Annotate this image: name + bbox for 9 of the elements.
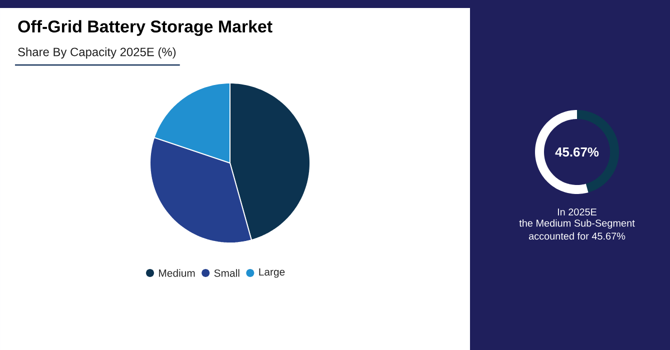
legend-label: Large [259,268,285,278]
text: accounted for 45.67% [528,232,626,240]
text: 45.67% [555,147,599,157]
legend-label: Small [214,269,240,277]
text: In 2025E [558,208,597,216]
text: the Medium Sub-Segment [519,219,635,229]
chart-subtitle: Share By Capacity 2025E (%) [18,47,176,59]
legend-label: Medium [159,269,195,277]
chart-title: Off-Grid Battery Storage Market [18,20,272,36]
